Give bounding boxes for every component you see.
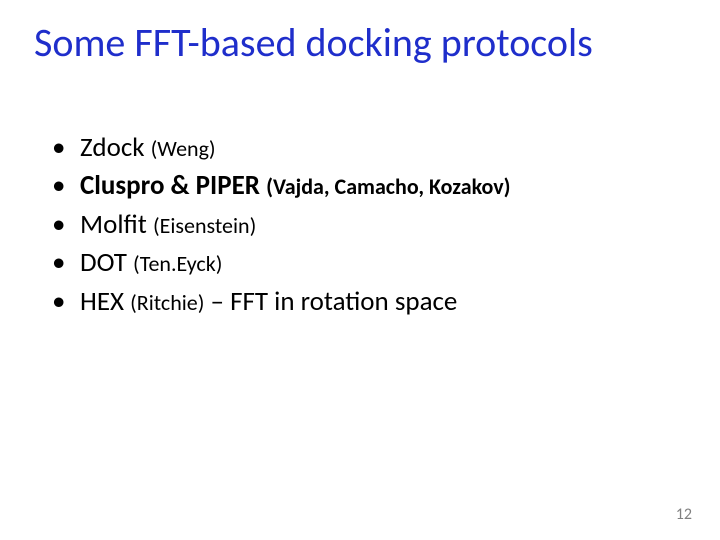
slide-body: Zdock (Weng) Cluspro & PIPER (Vajda, Cam…	[50, 130, 660, 322]
page-number: 12	[676, 505, 692, 524]
list-item: HEX (Ritchie) – FFT in rotation space	[50, 284, 660, 320]
list-item: DOT (Ten.Eyck)	[50, 245, 660, 281]
item-suffix: – FFT in rotation space	[204, 285, 457, 318]
slide: Some FFT-based docking protocols Zdock (…	[0, 0, 720, 540]
item-author: (Eisenstein)	[153, 212, 256, 239]
item-main: Molfit	[80, 208, 153, 241]
slide-title: Some FFT-based docking protocols	[34, 20, 700, 66]
item-author: (Ritchie)	[130, 289, 204, 316]
list-item: Cluspro & PIPER (Vajda, Camacho, Kozakov…	[50, 168, 660, 204]
item-author: (Weng)	[151, 135, 216, 162]
list-item: Molfit (Eisenstein)	[50, 207, 660, 243]
item-author: (Ten.Eyck)	[133, 250, 222, 277]
item-main: Cluspro & PIPER	[80, 169, 266, 202]
item-main: Zdock	[80, 131, 151, 164]
list-item: Zdock (Weng)	[50, 130, 660, 166]
bullet-list: Zdock (Weng) Cluspro & PIPER (Vajda, Cam…	[50, 130, 660, 320]
item-author: (Vajda, Camacho, Kozakov)	[266, 173, 510, 200]
item-main: HEX	[80, 285, 130, 318]
item-main: DOT	[80, 246, 133, 279]
